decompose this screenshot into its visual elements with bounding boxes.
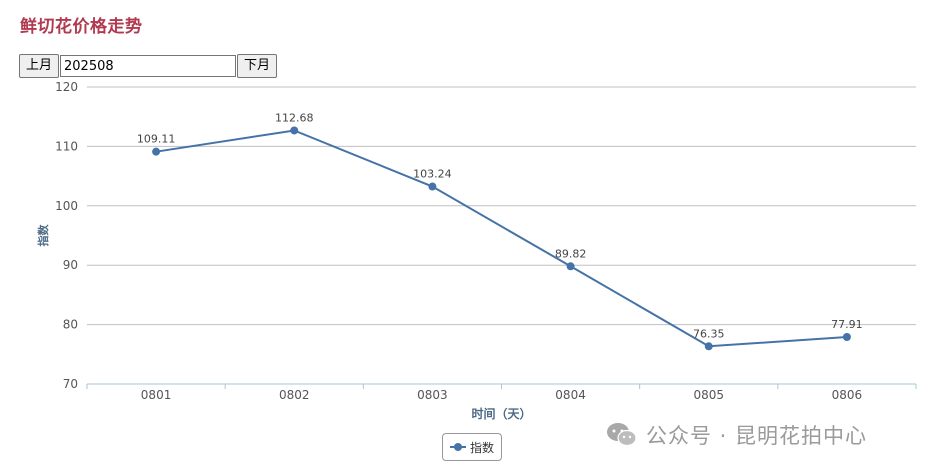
y-tick-label: 90	[63, 258, 78, 272]
x-tick-label: 0801	[141, 388, 172, 402]
x-tick-label: 0806	[832, 388, 863, 402]
chart-legend[interactable]: 指数	[442, 433, 502, 461]
data-point	[152, 147, 161, 156]
prev-month-button[interactable]: 上月	[19, 54, 60, 78]
x-tick-label: 0802	[279, 388, 310, 402]
watermark-text: 公众号 · 昆明花拍中心	[646, 424, 868, 448]
data-label: 112.68	[275, 111, 314, 124]
data-point	[704, 342, 713, 351]
y-tick-label: 120	[55, 80, 78, 94]
month-input[interactable]	[60, 55, 237, 77]
series-line	[155, 129, 847, 348]
page-title: 鲜切花价格走势	[20, 17, 143, 37]
x-axis-title: 时间（天）	[471, 406, 531, 421]
x-tick-label: 0804	[555, 388, 586, 402]
data-label: 103.24	[413, 168, 452, 181]
y-tick-label: 110	[55, 139, 78, 153]
data-label: 89.82	[555, 247, 587, 260]
data-point	[290, 126, 299, 135]
y-axis-title: 指数	[36, 224, 50, 247]
data-point	[566, 262, 575, 271]
data-point	[428, 182, 437, 191]
y-tick-label: 80	[63, 318, 78, 332]
legend-label: 指数	[469, 440, 494, 455]
wechat-icon	[607, 423, 637, 447]
y-tick-label: 70	[63, 377, 78, 391]
data-label: 109.11	[137, 133, 176, 146]
x-tick-label: 0803	[417, 388, 448, 402]
next-month-button[interactable]: 下月	[237, 54, 278, 78]
legend-marker-icon	[449, 443, 466, 451]
x-tick-label: 0805	[693, 388, 724, 402]
month-navigation: 上月 下月	[19, 54, 278, 78]
watermark: 公众号 · 昆明花拍中心	[606, 420, 867, 450]
data-point	[842, 333, 851, 342]
y-tick-label: 100	[55, 199, 78, 213]
data-label: 77.91	[831, 318, 863, 331]
data-label: 76.35	[693, 327, 725, 340]
